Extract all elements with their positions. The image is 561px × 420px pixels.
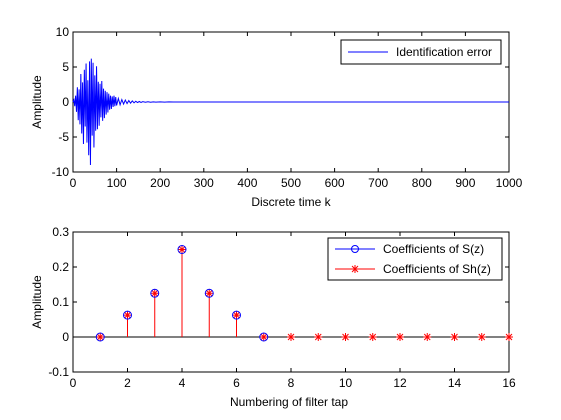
marker-star-sh bbox=[341, 333, 350, 341]
bottom-xtick-label: 2 bbox=[124, 376, 131, 390]
top-ytick-label: -10 bbox=[52, 165, 70, 179]
bottom-legend-box bbox=[327, 237, 503, 281]
legend-label-s: Coefficients of S(z) bbox=[383, 242, 484, 256]
top-ytick-label: -5 bbox=[58, 130, 69, 144]
marker-star-sh bbox=[259, 333, 268, 341]
marker-star-sh bbox=[396, 333, 404, 341]
bottom-ytick-label: 0 bbox=[62, 330, 69, 344]
bottom-ytick-label: -0.1 bbox=[48, 365, 69, 379]
bottom-xtick-label: 8 bbox=[288, 376, 295, 390]
top-plot-marks bbox=[72, 58, 509, 166]
marker-star-sh bbox=[314, 333, 323, 341]
marker-star-sh bbox=[150, 289, 159, 298]
marker-star-sh bbox=[96, 333, 105, 341]
top-xtick-label: 100 bbox=[107, 176, 127, 190]
top-ylabel: Amplitude bbox=[30, 75, 44, 129]
bottom-ylabel: Amplitude bbox=[30, 275, 44, 329]
bottom-xtick-label: 12 bbox=[393, 376, 407, 390]
top-xtick-label: 700 bbox=[368, 176, 388, 190]
marker-star-sh bbox=[450, 333, 459, 341]
bottom-xtick-label: 10 bbox=[339, 376, 353, 390]
top-ytick-label: 5 bbox=[62, 60, 69, 74]
bottom-ytick-label: 0.1 bbox=[52, 295, 69, 309]
marker-circle-s bbox=[177, 245, 187, 254]
top-xtick-label: 900 bbox=[455, 176, 475, 190]
top-axis-ticks: 0 100 200 300 400 500 600 700 800 900 1000 10 5 0 -5 -1… bbox=[52, 25, 523, 190]
series-line-identification-error bbox=[72, 58, 509, 166]
bottom-plot-marks bbox=[73, 245, 513, 342]
top-xtick-label: 200 bbox=[150, 176, 170, 190]
bottom-xlabel: Numbering of filter tap bbox=[230, 395, 348, 409]
marker-star-sh bbox=[178, 245, 186, 254]
legend-swatch-circle-s bbox=[351, 245, 359, 253]
top-xtick-label: 400 bbox=[237, 176, 257, 190]
marker-circle-s bbox=[259, 332, 269, 342]
bottom-xtick-label: 6 bbox=[233, 376, 240, 390]
marker-circle-s bbox=[123, 310, 132, 320]
legend-label-sh: Coefficients of Sh(z) bbox=[383, 262, 491, 276]
bottom-xtick-label: 16 bbox=[502, 376, 516, 390]
top-ytick-label: 0 bbox=[62, 95, 69, 109]
marker-star-sh bbox=[205, 289, 214, 298]
bottom-xtick-label: 0 bbox=[70, 376, 77, 390]
top-ytick-label: 10 bbox=[56, 25, 70, 39]
marker-circle-s bbox=[232, 310, 241, 320]
marker-circle-s bbox=[204, 288, 214, 298]
top-plot: 0 100 200 300 400 500 600 700 800 900 1000 10 5 0 -5 -1… bbox=[30, 25, 523, 209]
marker-star-sh bbox=[287, 333, 295, 341]
bottom-xtick-label: 14 bbox=[448, 376, 462, 390]
legend-swatch-star-sh bbox=[351, 265, 359, 273]
marker-circle-s bbox=[95, 332, 105, 342]
marker-star-sh bbox=[505, 333, 513, 341]
top-xtick-label: 300 bbox=[194, 176, 214, 190]
bottom-ytick-label: 0.2 bbox=[52, 260, 69, 274]
top-xtick-label: 500 bbox=[281, 176, 301, 190]
bottom-axis-ticks: 0 2 4 6 8 10 12 14 160.30.20.10-0.1 bbox=[48, 225, 516, 390]
top-xtick-label: 1000 bbox=[496, 176, 523, 190]
top-xlabel: Discrete time k bbox=[251, 195, 331, 209]
marker-star-sh bbox=[477, 333, 486, 341]
marker-star-sh bbox=[368, 333, 377, 341]
top-xtick-label: 600 bbox=[325, 176, 345, 190]
marker-star-sh bbox=[423, 333, 432, 341]
bottom-plot: 0 2 4 6 8 10 12 14 160.30.20.10-0.1 Numbering of… bbox=[30, 225, 516, 409]
marker-star-sh bbox=[232, 311, 241, 320]
legend-label-identification-error: Identification error bbox=[396, 45, 492, 59]
marker-star-sh bbox=[123, 311, 132, 320]
top-xtick-label: 800 bbox=[412, 176, 432, 190]
bottom-legend: Coefficients of S(z) Coefficients of Sh(… bbox=[327, 237, 503, 281]
bottom-xtick-label: 4 bbox=[179, 376, 186, 390]
top-legend: Identification error bbox=[340, 39, 502, 65]
marker-circle-s bbox=[150, 288, 160, 298]
bottom-ytick-label: 0.3 bbox=[52, 225, 69, 239]
top-xtick-label: 0 bbox=[70, 176, 77, 190]
